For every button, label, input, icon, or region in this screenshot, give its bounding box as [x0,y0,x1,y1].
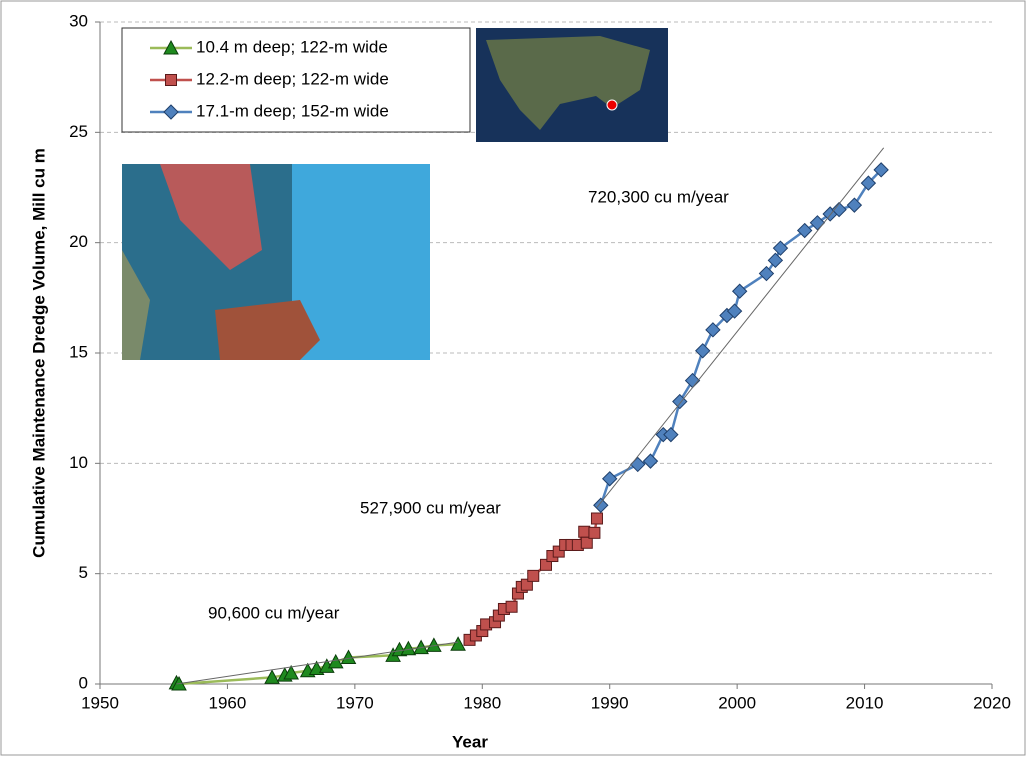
x-axis-label: Year [452,732,488,751]
annotation: 527,900 cu m/year [360,498,501,517]
marker [528,570,539,581]
aerial-photo [122,164,430,360]
x-tick-label: 1970 [336,693,374,712]
x-tick-label: 2010 [846,693,884,712]
x-tick-label: 2000 [718,693,756,712]
marker [581,537,592,548]
y-tick-label: 10 [69,453,88,472]
marker [506,601,517,612]
y-tick-label: 25 [69,122,88,141]
marker [579,526,590,537]
chart: Year Cumulative Maintenance Dredge Volum… [0,0,1026,756]
y-tick-label: 20 [69,232,88,251]
legend-label: 12.2-m deep; 122-m wide [196,69,389,88]
marker [589,527,600,538]
annotation: 90,600 cu m/year [208,603,340,622]
annotation: 720,300 cu m/year [588,187,729,206]
legend: 10.4 m deep; 122-m wide 12.2-m deep; 122-… [122,28,470,132]
map-inset [476,28,668,142]
y-tick-label: 15 [69,342,88,361]
x-tick-label: 1950 [81,693,119,712]
y-tick-label: 30 [69,11,88,30]
x-tick-label: 2020 [973,693,1011,712]
x-tick-label: 1990 [591,693,629,712]
legend-label: 17.1-m deep; 152-m wide [196,101,389,120]
legend-label: 10.4 m deep; 122-m wide [196,37,388,56]
x-tick-label: 1980 [463,693,501,712]
marker [591,513,602,524]
y-axis-label: Cumulative Maintenance Dredge Volume, Mi… [29,148,48,558]
y-tick-label: 0 [79,673,88,692]
legend-marker [166,75,177,86]
y-tick-label: 5 [79,563,88,582]
x-tick-label: 1960 [209,693,247,712]
